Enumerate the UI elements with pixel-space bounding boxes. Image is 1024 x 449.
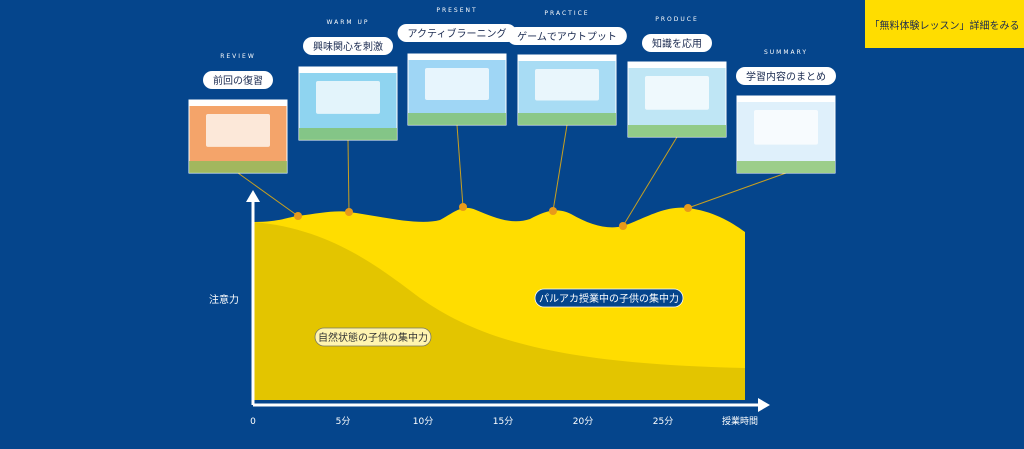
- connector: [687, 172, 787, 209]
- thumbnail-bar: [189, 100, 287, 106]
- y-arrow: [246, 190, 260, 202]
- thumbnail-floor: [518, 113, 616, 125]
- dot: [459, 203, 467, 211]
- stage-label: アクティブラーニング: [408, 27, 507, 40]
- stage-pill: [303, 37, 393, 55]
- thumbnail-floor: [628, 125, 726, 137]
- phase-label: SUMMARY: [764, 49, 808, 56]
- stage-pill: [203, 71, 273, 89]
- x-tick-label: 5分: [336, 416, 351, 427]
- thumbnail-panel: [316, 81, 380, 114]
- connector: [622, 136, 678, 227]
- stage-pill: [397, 24, 517, 42]
- thumbnail-bar: [299, 67, 397, 73]
- dot: [684, 204, 692, 212]
- phase-label: REVIEW: [220, 53, 256, 60]
- thumbnail-bar: [408, 54, 506, 60]
- dot: [294, 212, 302, 220]
- x-tick-label: 0: [250, 417, 256, 427]
- thumbnail-bar: [628, 62, 726, 68]
- thumbnail-floor: [408, 113, 506, 125]
- x-tick-label: 25分: [653, 416, 673, 427]
- area-label-bg: [534, 288, 684, 308]
- x-tick-label: 10分: [413, 416, 433, 427]
- thumbnail-panel: [425, 68, 489, 100]
- stage-pill: [642, 34, 712, 52]
- dot: [345, 208, 353, 216]
- x-tick-label: 15分: [493, 416, 513, 427]
- thumbnail-panel: [535, 69, 599, 101]
- thumbnail-panel: [754, 110, 818, 145]
- area-label: パルアカ授業中の子供の集中力: [539, 292, 679, 305]
- phase-label: PRACTICE: [544, 10, 589, 17]
- x-tick-label: 20分: [573, 416, 593, 427]
- stage-label: 興味関心を刺激: [313, 40, 383, 53]
- stage-label: ゲームでアウトプット: [517, 31, 617, 43]
- y-axis-label: 注意力: [209, 293, 239, 306]
- stage-pill: [736, 67, 836, 85]
- phase-label: WARM UP: [327, 19, 370, 26]
- thumbnail-bar: [518, 55, 616, 61]
- dot: [619, 222, 627, 230]
- dot: [549, 207, 557, 215]
- thumbnail-floor: [299, 128, 397, 140]
- cta-button[interactable]: 「無料体験レッスン」詳細をみる: [865, 0, 1024, 48]
- stage-label: 学習内容のまとめ: [746, 70, 826, 83]
- natural-area: [253, 222, 745, 400]
- x-axis-label: 授業時間: [722, 415, 758, 427]
- thumbnail-panel: [645, 76, 709, 110]
- thumbnail-floor: [189, 161, 287, 173]
- connector: [552, 124, 568, 212]
- stage-label: 前回の復習: [213, 74, 263, 87]
- thumbnail-panel: [206, 114, 270, 147]
- stage-label: 知識を応用: [652, 37, 702, 50]
- stage-pill: [507, 27, 627, 45]
- phase-label: PRESENT: [436, 7, 477, 14]
- x-arrow: [758, 398, 770, 412]
- area-label-bg: [314, 327, 432, 347]
- thumbnail-floor: [737, 161, 835, 173]
- phase-label: PRODUCE: [655, 16, 699, 23]
- connector: [237, 172, 299, 217]
- connector: [347, 139, 350, 213]
- connector: [456, 124, 464, 208]
- thumbnail-bar: [737, 96, 835, 102]
- area-label: 自然状態の子供の集中力: [318, 331, 428, 344]
